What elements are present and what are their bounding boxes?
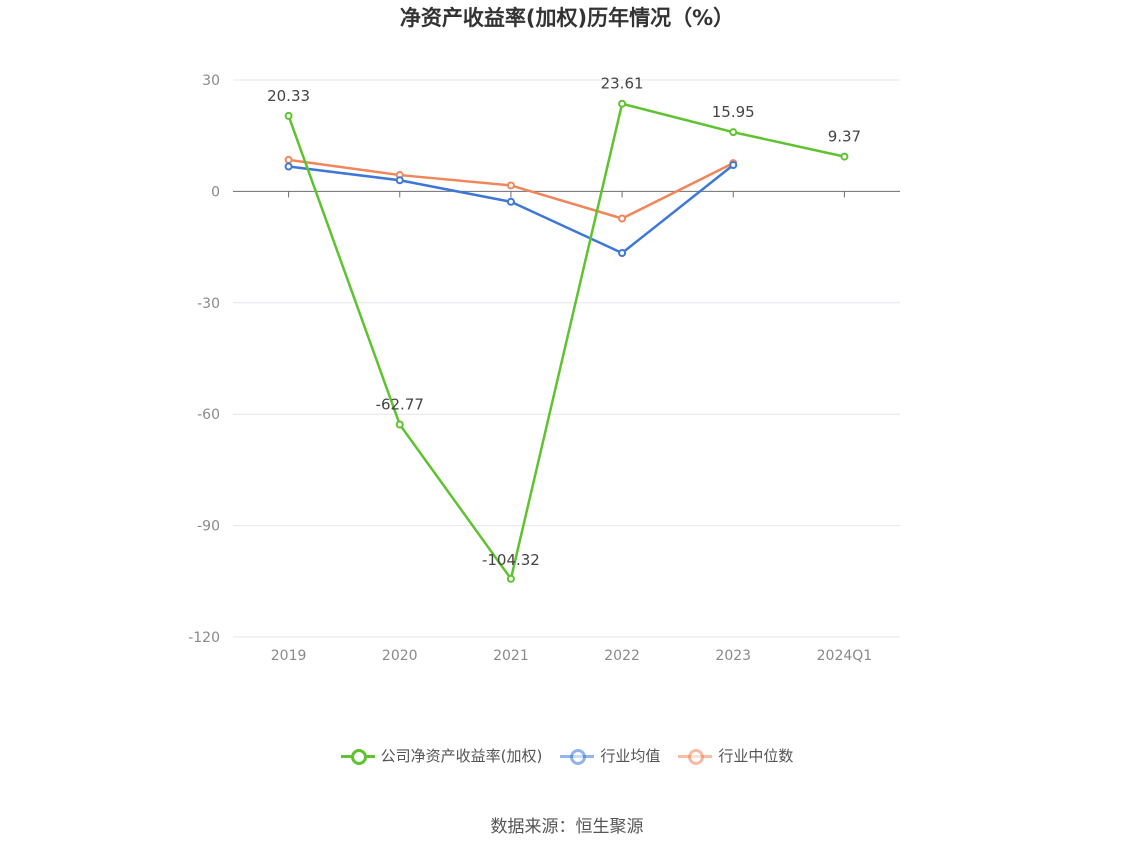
- legend-label: 行业均值: [600, 747, 661, 765]
- x-tick-label: 2022: [604, 648, 640, 664]
- data-point: [618, 249, 627, 258]
- legend-line-icon: [678, 748, 713, 765]
- data-label: -104.32: [482, 551, 540, 569]
- legend-label: 公司净资产收益率(加权): [380, 747, 543, 765]
- data-point: [284, 162, 293, 171]
- data-point: [618, 99, 627, 108]
- y-axis-labels: 30 0 -30 -60 -90 -120: [188, 73, 220, 646]
- series-line: [287, 102, 845, 581]
- x-tick-label: 2020: [382, 648, 418, 664]
- y-tick-label: -90: [197, 519, 220, 535]
- series-line: [288, 164, 735, 255]
- data-point: [506, 197, 515, 206]
- legend-item[interactable]: 行业均值: [560, 745, 660, 766]
- series-lines: [284, 99, 849, 583]
- x-axis: 2019 2020 2021 2022 2023 2024Q1: [271, 191, 872, 664]
- data-label: 9.37: [828, 128, 861, 146]
- x-tick-label: 2021: [493, 648, 529, 664]
- data-point: [506, 574, 515, 583]
- data-label: 20.33: [267, 87, 310, 105]
- source-text: 数据来源：恒生聚源: [490, 817, 644, 837]
- data-label: 23.61: [601, 75, 644, 93]
- chart-title: 净资产收益率(加权)历年情况（%）: [399, 6, 735, 30]
- data-point: [395, 176, 404, 185]
- data-label: -62.77: [376, 395, 424, 413]
- y-tick-label: -60: [197, 407, 220, 423]
- data-point: [284, 111, 293, 120]
- y-tick-label: -120: [188, 630, 220, 646]
- data-point: [840, 152, 849, 161]
- data-point: [729, 161, 738, 170]
- legend-line-icon: [340, 748, 375, 765]
- legend-item[interactable]: 公司净资产收益率(加权): [340, 745, 543, 766]
- legend-item[interactable]: 行业中位数: [678, 745, 793, 766]
- data-point: [729, 128, 738, 137]
- data-point: [284, 155, 293, 164]
- y-tick-label: 0: [211, 184, 220, 200]
- data-point: [506, 181, 515, 190]
- x-tick-label: 2023: [715, 648, 751, 664]
- legend: 公司净资产收益率(加权) 行业均值 行业中位数: [0, 745, 1134, 766]
- grid-lines: [233, 79, 900, 638]
- data-point: [395, 420, 404, 429]
- legend-label: 行业中位数: [718, 747, 794, 765]
- y-tick-label: 30: [202, 73, 220, 89]
- data-labels: 20.33 -62.77 -104.32 23.61 15.95 9.37: [267, 75, 861, 569]
- x-tick-label: 2019: [271, 648, 307, 664]
- y-tick-label: -30: [197, 296, 220, 312]
- x-tick-label: 2024Q1: [817, 648, 873, 664]
- data-point: [618, 214, 627, 223]
- data-label: 15.95: [712, 103, 755, 121]
- legend-line-icon: [560, 748, 595, 765]
